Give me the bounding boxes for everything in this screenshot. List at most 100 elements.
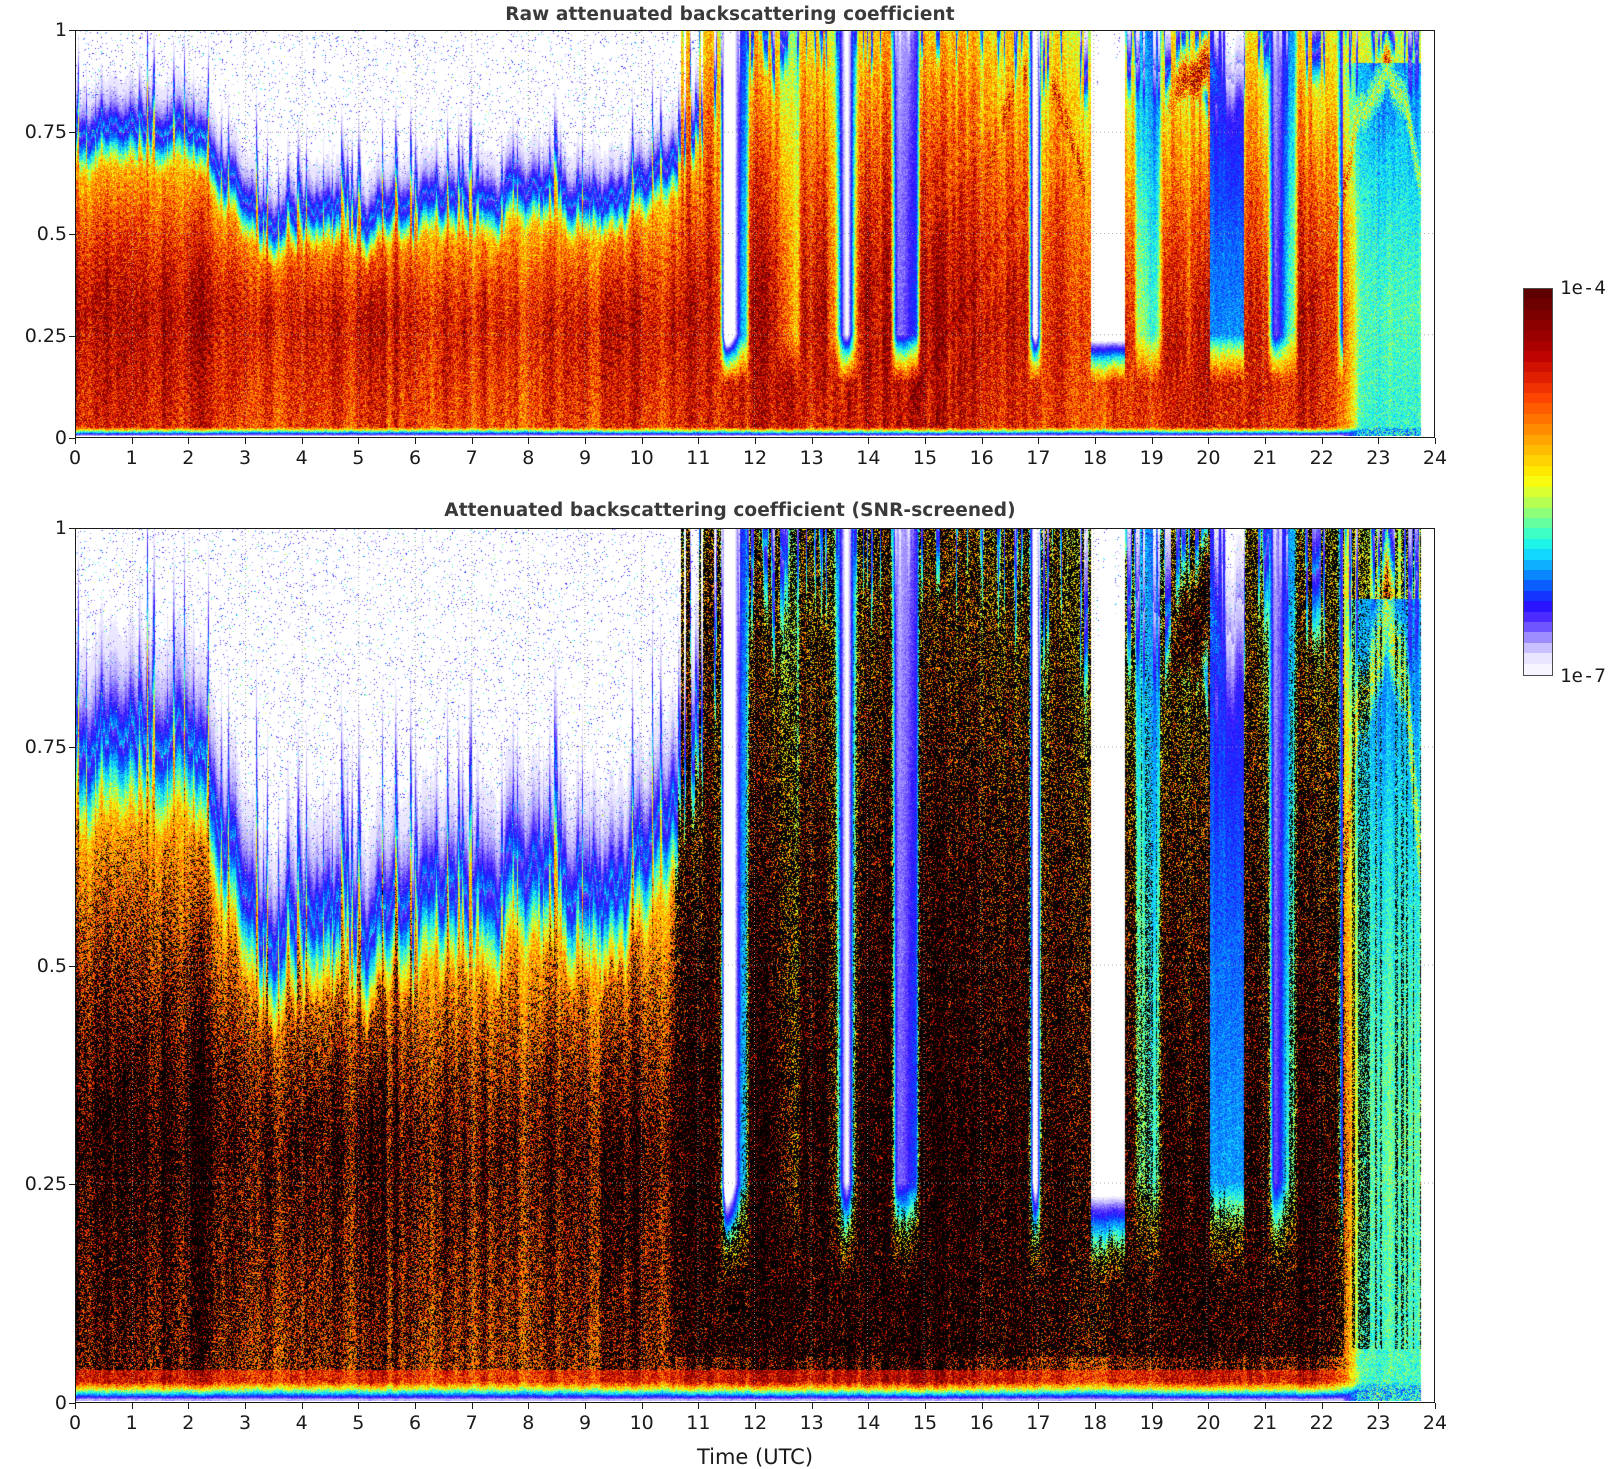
x-tick-label: 1 xyxy=(125,1412,138,1434)
colorbar-segment xyxy=(1524,299,1552,311)
colorbar-segment xyxy=(1524,445,1552,457)
x-tick-mark xyxy=(1208,1403,1210,1409)
x-tick-mark xyxy=(1435,438,1436,444)
x-tick-mark xyxy=(131,438,133,444)
x-tick-label: 22 xyxy=(1309,1412,1334,1434)
x-tick-mark xyxy=(981,1403,983,1409)
x-tick-mark xyxy=(1265,1403,1266,1409)
colorbar-segment xyxy=(1524,330,1552,342)
y-tick-label: 0 xyxy=(54,427,67,449)
colorbar-segment xyxy=(1524,538,1552,550)
x-tick-mark xyxy=(981,438,983,444)
y-tick-label: 0.5 xyxy=(36,223,67,245)
x-tick-label: 21 xyxy=(1252,447,1278,469)
colorbar-segment xyxy=(1524,413,1552,425)
heatmap-raw xyxy=(76,31,1433,436)
colorbar-segment xyxy=(1524,424,1552,436)
y-tick-mark xyxy=(69,746,75,748)
x-tick-label: 24 xyxy=(1422,447,1448,469)
colorbar-segment xyxy=(1524,320,1552,332)
x-tick-label: 1 xyxy=(125,447,138,469)
x-tick-label: 14 xyxy=(856,1412,881,1434)
x-tick-mark xyxy=(1378,1403,1380,1409)
colorbar-min-label: 1e-7 xyxy=(1560,665,1606,687)
x-tick-label: 7 xyxy=(465,447,478,469)
x-tick-mark xyxy=(245,1403,246,1409)
colorbar-segment xyxy=(1524,486,1552,498)
y-tick-mark xyxy=(69,30,75,31)
colorbar-segment xyxy=(1524,549,1552,561)
colorbar-segment xyxy=(1524,465,1552,477)
x-tick-mark xyxy=(471,438,473,444)
colorbar-segment xyxy=(1524,372,1552,384)
x-tick-label: 4 xyxy=(295,1412,308,1434)
colorbar-segment xyxy=(1524,569,1552,581)
x-tick-label: 23 xyxy=(1366,1412,1391,1434)
x-tick-mark xyxy=(868,1403,870,1409)
x-tick-label: 2 xyxy=(182,1412,195,1434)
x-tick-mark xyxy=(1095,1403,1096,1409)
y-tick-label: 1 xyxy=(54,19,67,41)
colorbar-segment xyxy=(1524,382,1552,394)
x-tick-label: 9 xyxy=(578,447,592,469)
x-tick-label: 7 xyxy=(465,1412,478,1434)
x-tick-label: 23 xyxy=(1366,447,1391,469)
x-tick-label: 18 xyxy=(1082,447,1108,469)
x-tick-label: 5 xyxy=(352,447,365,469)
y-tick-mark xyxy=(69,336,75,337)
x-tick-label: 8 xyxy=(522,1412,535,1434)
x-tick-label: 2 xyxy=(182,447,195,469)
x-tick-mark xyxy=(1208,438,1210,444)
x-tick-label: 11 xyxy=(686,447,711,469)
x-tick-mark xyxy=(811,1403,813,1409)
x-tick-label: 22 xyxy=(1309,447,1334,469)
x-tick-label: 6 xyxy=(408,1412,422,1434)
colorbar-segment xyxy=(1524,289,1552,300)
x-tick-mark xyxy=(1378,438,1380,444)
x-tick-mark xyxy=(868,438,870,444)
y-tick-label: 0 xyxy=(54,1392,67,1414)
x-tick-mark xyxy=(755,1403,756,1409)
y-tick-label: 0.5 xyxy=(36,954,67,977)
x-tick-label: 19 xyxy=(1139,447,1164,469)
colorbar-segment xyxy=(1524,351,1552,363)
x-tick-label: 4 xyxy=(295,447,308,469)
x-tick-mark xyxy=(641,438,643,444)
y-tick-mark xyxy=(69,438,75,439)
x-tick-mark xyxy=(188,438,190,444)
y-tick-label: 0.75 xyxy=(24,735,67,758)
colorbar-segment xyxy=(1524,590,1552,602)
x-tick-mark xyxy=(131,1403,133,1409)
x-tick-label: 19 xyxy=(1139,1412,1164,1434)
x-tick-label: 16 xyxy=(969,1412,994,1434)
x-tick-label: 6 xyxy=(408,447,422,469)
x-tick-label: 12 xyxy=(742,1412,768,1434)
x-tick-label: 13 xyxy=(799,1412,824,1434)
x-tick-label: 24 xyxy=(1422,1412,1448,1434)
x-tick-mark xyxy=(585,1403,586,1409)
panel-screened-title: Attenuated backscattering coefficient (S… xyxy=(444,500,1016,521)
colorbar-segment xyxy=(1524,434,1552,446)
x-tick-mark xyxy=(358,438,360,444)
x-tick-mark xyxy=(585,438,586,444)
colorbar-segment xyxy=(1524,507,1552,519)
x-tick-mark xyxy=(641,1403,643,1409)
colorbar-segment xyxy=(1524,611,1552,623)
x-tick-mark xyxy=(75,1403,76,1409)
y-tick-label: 0.25 xyxy=(24,325,67,347)
x-tick-label: 5 xyxy=(352,1412,365,1434)
x-tick-mark xyxy=(245,438,246,444)
x-tick-mark xyxy=(1265,438,1266,444)
panel-screened: Attenuated backscattering coefficient (S… xyxy=(0,486,1460,1469)
y-tick-label: 1 xyxy=(54,517,67,539)
x-tick-mark xyxy=(358,1403,360,1409)
figure-root: Raw attenuated backscattering coefficien… xyxy=(0,4,1606,1469)
x-tick-mark xyxy=(1151,1403,1153,1409)
heatmap-screened xyxy=(76,529,1433,1401)
y-tick-mark xyxy=(69,234,75,235)
x-tick-mark xyxy=(925,438,926,444)
x-tick-mark xyxy=(698,438,700,444)
colorbar-segment xyxy=(1524,403,1552,415)
plot-area-screened xyxy=(75,528,1435,1403)
x-tick-mark xyxy=(925,1403,926,1409)
